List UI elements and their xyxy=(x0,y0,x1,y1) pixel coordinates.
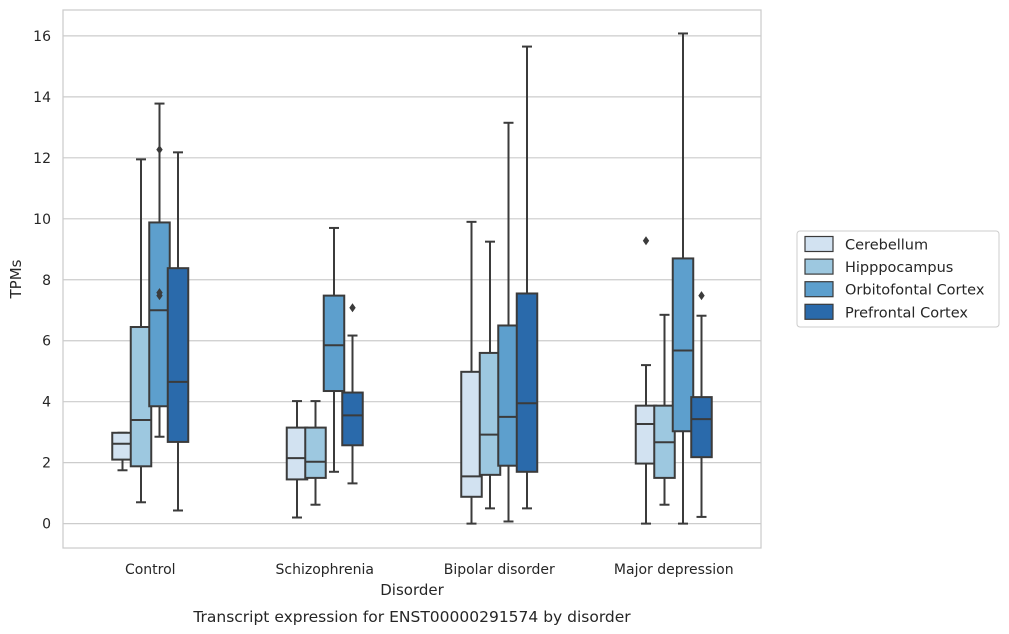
outlier-point xyxy=(156,145,163,155)
iqr-box xyxy=(515,292,539,473)
plot-frame xyxy=(62,9,762,549)
iqr-box xyxy=(148,221,171,408)
iqr-box xyxy=(497,324,520,467)
x-tick-label: Bipolar disorder xyxy=(444,562,555,578)
legend-swatch xyxy=(804,303,834,320)
x-tick-label: Schizophrenia xyxy=(276,562,374,578)
x-tick-labels: Control Schizophrenia Bipolar disorder Majo… xyxy=(125,562,734,578)
box-orbitofontal-cortex xyxy=(671,32,695,525)
y-tick-label: 8 xyxy=(42,273,51,289)
legend: Cerebellum Hipppocampus Orbitofontal Corte… xyxy=(796,230,1000,328)
outlier-point xyxy=(642,236,650,246)
iqr-box xyxy=(478,351,502,476)
legend-frame xyxy=(796,230,1000,328)
y-tick-label: 10 xyxy=(33,212,51,228)
box-prefrontal-cortex xyxy=(166,151,190,512)
y-tick-label: 4 xyxy=(42,395,51,411)
box-prefrontal-cortex xyxy=(341,303,364,485)
box-prefrontal-cortex xyxy=(515,45,539,510)
outlier-point xyxy=(349,303,356,313)
legend-swatch xyxy=(804,258,834,275)
y-tick-label: 6 xyxy=(42,334,51,350)
iqr-box xyxy=(304,426,327,479)
iqr-box xyxy=(341,391,364,447)
iqr-box xyxy=(460,370,483,498)
y-tick-label: 0 xyxy=(42,517,51,533)
iqr-box xyxy=(690,396,713,459)
box-prefrontal-cortex xyxy=(690,291,713,518)
y-axis-label: TPMs xyxy=(7,259,25,299)
iqr-box xyxy=(671,257,695,433)
x-axis-label: Disorder xyxy=(380,581,444,599)
box-hipppocampus xyxy=(129,158,153,504)
y-tick-label: 14 xyxy=(33,90,51,106)
y-tick-label: 16 xyxy=(33,29,51,45)
iqr-box xyxy=(634,404,658,465)
x-tick-label: Control xyxy=(125,562,176,578)
iqr-box xyxy=(166,267,190,443)
iqr-box xyxy=(129,326,153,468)
box-hipppocampus xyxy=(304,400,327,506)
legend-swatch xyxy=(804,235,834,253)
y-tick-label: 2 xyxy=(42,456,51,472)
box-orbitofontal-cortex xyxy=(322,226,346,473)
box-series xyxy=(111,32,713,525)
iqr-box xyxy=(285,426,309,481)
y-tick-labels: 0 2 4 6 8 10 12 14 16 xyxy=(33,29,51,533)
legend-swatch xyxy=(804,281,834,298)
chart-caption: Transcript expression for ENST0000029157… xyxy=(192,608,631,626)
legend-entry-label: Cerebellum xyxy=(845,238,928,254)
box-orbitofontal-cortex xyxy=(497,121,520,523)
legend-entry-label: Prefrontal Cortex xyxy=(845,305,968,321)
y-tick-label: 12 xyxy=(33,151,51,167)
legend-entry-label: Orbitofontal Cortex xyxy=(845,283,985,299)
box-hipppocampus xyxy=(653,313,676,506)
box-cerebellum xyxy=(285,400,309,519)
legend-entry-label: Hipppocampus xyxy=(845,260,953,276)
outlier-point xyxy=(156,288,163,298)
box-cerebellum xyxy=(111,431,134,472)
iqr-box xyxy=(111,431,134,461)
outlier-point xyxy=(698,291,705,301)
iqr-box xyxy=(322,294,346,393)
x-tick-label: Major depression xyxy=(614,562,734,578)
